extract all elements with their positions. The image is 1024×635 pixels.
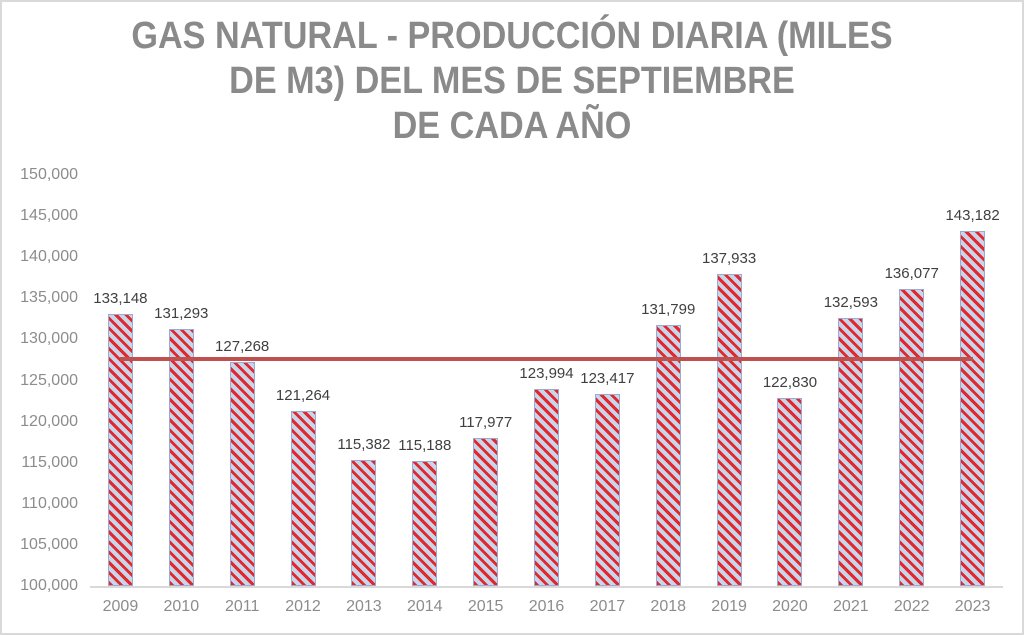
- x-axis: 2009 2010 2011 2012 2013 2014 2015 2016 2017 2018…: [90, 598, 1003, 622]
- y-tick-label: 130,000: [20, 330, 78, 348]
- bar-value-label-2018: 131,799: [641, 300, 696, 318]
- x-tick-label-2013: 2013: [346, 598, 382, 615]
- bar-2009: [107, 313, 133, 586]
- bar-2014: [412, 461, 438, 586]
- bar-2021: [838, 318, 864, 586]
- y-tick-label: 135,000: [20, 289, 78, 307]
- bar-value-label-2009: 133,148: [93, 289, 148, 307]
- bar-2017: [594, 393, 620, 586]
- average-reference-line: [120, 357, 973, 362]
- x-tick-label-2023: 2023: [954, 598, 991, 615]
- x-tick-label-2010: 2010: [163, 598, 200, 615]
- x-tick-label-2012: 2012: [285, 598, 321, 615]
- plot-area: 133,148 131,293 127,268 121,264 115,382 115,1…: [90, 175, 1003, 586]
- chart-title-line-2: DE M3) DEL MES DE SEPTIEMBRE: [229, 60, 795, 102]
- bar-value-label-2010: 131,293: [154, 304, 209, 322]
- y-tick-label: 120,000: [20, 412, 78, 430]
- y-tick-label: 110,000: [21, 494, 78, 512]
- y-tick-label: 105,000: [20, 535, 78, 553]
- chart-title-line-3: DE CADA AÑO: [392, 105, 632, 147]
- bar-2023: [960, 231, 986, 586]
- y-tick-label: 125,000: [20, 371, 78, 389]
- bar-2022: [899, 289, 925, 586]
- x-tick-label-2022: 2022: [893, 598, 930, 615]
- bar-value-label-2015: 117,977: [459, 414, 513, 432]
- x-tick-label-2015: 2015: [467, 598, 504, 615]
- bar-value-label-2019: 137,933: [701, 250, 757, 268]
- x-tick-label-2019: 2019: [711, 598, 747, 615]
- bar-value-label-2020: 122,830: [762, 374, 818, 392]
- x-tick-label-2017: 2017: [589, 598, 626, 615]
- x-tick-label-2011: 2011: [224, 598, 260, 615]
- bar-value-label-2023: 143,182: [945, 207, 1000, 225]
- bar-2010: [168, 328, 194, 586]
- bar-2020: [777, 398, 803, 586]
- bar-2016: [534, 388, 559, 586]
- y-tick-label: 145,000: [20, 207, 78, 225]
- bar-value-label-2021: 132,593: [823, 294, 878, 312]
- bar-value-label-2011: 127,268: [215, 337, 270, 355]
- y-tick-label: 150,000: [20, 166, 78, 183]
- x-axis-line: [90, 586, 1003, 588]
- x-tick-label-2009: 2009: [102, 598, 139, 615]
- bar-2011: [229, 361, 255, 586]
- bar-value-label-2016: 123,994: [519, 364, 574, 382]
- bar-value-label-2022: 136,077: [884, 265, 939, 283]
- bar-2019: [716, 274, 742, 586]
- bar-value-label-2017: 123,417: [580, 369, 635, 387]
- x-tick-label-2018: 2018: [650, 598, 687, 615]
- bar-value-label-2014: 115,188: [398, 437, 452, 455]
- x-tick-label-2020: 2020: [772, 598, 808, 615]
- bar-value-label-2013: 115,382: [337, 435, 391, 453]
- x-tick-label-2016: 2016: [528, 598, 565, 615]
- chart-title: GAS NATURAL - PRODUCCIÓN DIARIA (MILES D…: [53, 14, 971, 149]
- bar-2015: [473, 438, 499, 586]
- bar-2013: [351, 459, 377, 586]
- y-tick-label: 115,000: [21, 453, 78, 471]
- bar-2018: [655, 324, 681, 586]
- x-tick-label-2021: 2021: [833, 598, 869, 615]
- y-tick-label: 100,000: [20, 577, 78, 594]
- y-tick-label: 140,000: [20, 248, 78, 266]
- x-tick-label-2014: 2014: [406, 598, 443, 615]
- bar-value-label-2012: 121,264: [275, 387, 331, 405]
- chart-title-line-1: GAS NATURAL - PRODUCCIÓN DIARIA (MILES: [131, 15, 893, 57]
- bar-2012: [290, 411, 316, 586]
- y-axis: 150,000 145,000 140,000 135,000 130,000 125,0…: [2, 166, 78, 594]
